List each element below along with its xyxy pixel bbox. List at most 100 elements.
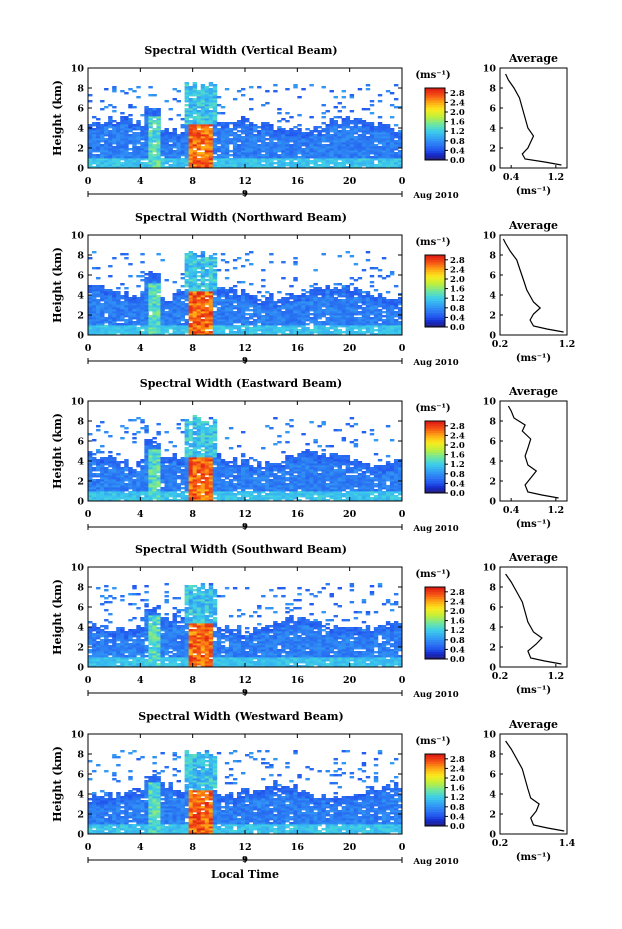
heatmap-cell bbox=[345, 118, 351, 121]
heatmap-cell bbox=[192, 140, 198, 143]
heatmap-cell bbox=[373, 150, 379, 153]
heatmap-cell bbox=[317, 301, 322, 304]
heatmap-cell bbox=[188, 439, 194, 442]
heatmap-cell bbox=[188, 275, 194, 278]
heatmap-cell bbox=[397, 317, 403, 320]
heatmap-cell bbox=[357, 140, 363, 143]
heatmap-cell bbox=[136, 134, 141, 137]
heatmap-cell bbox=[381, 333, 387, 336]
heatmap-cell bbox=[309, 303, 314, 306]
heatmap-cell bbox=[216, 471, 222, 474]
heatmap-cell bbox=[216, 162, 222, 165]
heatmap-cell bbox=[140, 333, 145, 336]
heatmap-cell bbox=[293, 156, 298, 159]
heatmap-cell bbox=[240, 164, 246, 167]
heatmap-cell bbox=[104, 162, 109, 165]
heatmap-cell bbox=[301, 315, 306, 318]
heatmap-cell bbox=[92, 124, 97, 127]
colorbar-swatch bbox=[425, 128, 445, 132]
heatmap-cell bbox=[369, 152, 375, 155]
heatmap-cell bbox=[236, 164, 242, 167]
heatmap-cell bbox=[277, 146, 282, 149]
heatmap-cell bbox=[369, 307, 375, 310]
heatmap-cell bbox=[285, 164, 290, 167]
heatmap-cell bbox=[108, 485, 113, 488]
heatmap-cell bbox=[140, 481, 145, 484]
heatmap-cell bbox=[297, 331, 302, 334]
heatmap-cell bbox=[160, 473, 165, 476]
heatmap-cell bbox=[313, 321, 318, 324]
heatmap-cell bbox=[120, 116, 125, 119]
heatmap-cell bbox=[212, 116, 218, 119]
heatmap-cell bbox=[245, 293, 250, 296]
heatmap-cell bbox=[116, 160, 121, 163]
heatmap-cell bbox=[188, 313, 194, 316]
heatmap-cell bbox=[148, 479, 153, 482]
heatmap-cell bbox=[305, 305, 310, 308]
heatmap-cell bbox=[397, 333, 403, 336]
heatmap-cell bbox=[120, 142, 125, 145]
heatmap-cell bbox=[232, 144, 238, 147]
heatmap-cell bbox=[357, 331, 363, 334]
heatmap-cell bbox=[156, 431, 161, 434]
heatmap-cell bbox=[200, 459, 206, 462]
heatmap-cell bbox=[88, 287, 93, 290]
heatmap-cell bbox=[357, 297, 363, 300]
heatmap-cell bbox=[152, 489, 157, 492]
heatmap-cell bbox=[96, 425, 101, 428]
heatmap-cell bbox=[116, 305, 121, 308]
heatmap-cell bbox=[228, 497, 234, 500]
heatmap-cell bbox=[365, 303, 371, 306]
heatmap-cell bbox=[164, 132, 169, 135]
heatmap-cell bbox=[188, 495, 194, 498]
heatmap-cell bbox=[148, 291, 153, 294]
heatmap-cell bbox=[381, 321, 387, 324]
heatmap-cell bbox=[116, 465, 121, 468]
heatmap-cell bbox=[132, 485, 137, 488]
heatmap-cell bbox=[228, 130, 234, 133]
heatmap-cell bbox=[188, 311, 194, 314]
heatmap-cell bbox=[100, 329, 105, 332]
heatmap-cell bbox=[112, 146, 117, 149]
heatmap-cell bbox=[309, 313, 314, 316]
heatmap-cell bbox=[192, 419, 198, 422]
heatmap-cell bbox=[180, 152, 186, 155]
heatmap-cell bbox=[377, 299, 383, 302]
heatmap-cell bbox=[216, 319, 222, 322]
heatmap-cell bbox=[341, 142, 347, 145]
heatmap-cell bbox=[136, 329, 141, 332]
heatmap-cell bbox=[168, 325, 173, 328]
heatmap-cell bbox=[192, 279, 198, 282]
heatmap-cell bbox=[236, 483, 242, 486]
heatmap-cell bbox=[381, 297, 387, 300]
heatmap-cell bbox=[369, 132, 375, 135]
heatmap-cell bbox=[228, 291, 234, 294]
heatmap-cell bbox=[116, 461, 121, 464]
heatmap-cell bbox=[269, 319, 274, 322]
heatmap-cell bbox=[92, 287, 97, 290]
heatmap-cell bbox=[289, 315, 294, 318]
heatmap-cell bbox=[120, 437, 125, 440]
heatmap-cell bbox=[88, 311, 93, 314]
heatmap-cell bbox=[180, 473, 186, 476]
heatmap-cell bbox=[92, 136, 97, 139]
heatmap-cell bbox=[345, 295, 351, 298]
heatmap-cell bbox=[172, 313, 177, 316]
heatmap-cell bbox=[245, 150, 250, 153]
heatmap-cell bbox=[245, 156, 250, 159]
heatmap-cell bbox=[156, 273, 161, 276]
heatmap-cell bbox=[144, 447, 149, 450]
heatmap-cell bbox=[353, 130, 359, 133]
heatmap-cell bbox=[232, 289, 238, 292]
heatmap-cell bbox=[381, 126, 387, 129]
heatmap-cell bbox=[128, 263, 133, 266]
heatmap-cell bbox=[273, 130, 278, 133]
heatmap-cell bbox=[245, 301, 250, 304]
heatmap-cell bbox=[389, 313, 395, 316]
heatmap-cell bbox=[212, 447, 218, 450]
heatmap-cell bbox=[192, 124, 198, 127]
heatmap-cell bbox=[245, 158, 250, 161]
heatmap-cell bbox=[160, 132, 165, 135]
heatmap-cell bbox=[389, 166, 395, 169]
heatmap-cell bbox=[232, 124, 238, 127]
